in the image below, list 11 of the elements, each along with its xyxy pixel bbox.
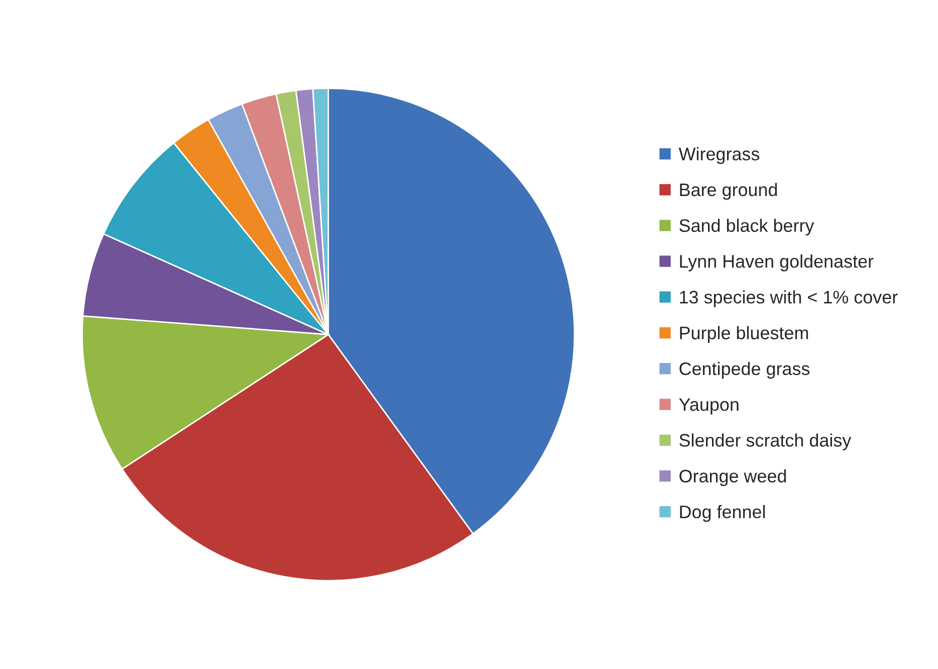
- legend-label: Bare ground: [680, 182, 777, 200]
- legend-label: Orange weed: [679, 469, 786, 486]
- legend-label: Yaupon: [679, 398, 738, 414]
- legend-label: Sand black berry: [679, 218, 814, 236]
- legend-label: Wiregrass: [678, 147, 760, 164]
- legend-label: Slender scratch daisy: [679, 433, 852, 450]
- legend-label: Dog fennel: [680, 505, 765, 522]
- legend-label: Purple bluestem: [680, 326, 808, 343]
- legend-label: 13 species with < 1% cover: [680, 290, 898, 308]
- legend-label: Lynn Haven goldenaster: [680, 254, 874, 272]
- legend-label: Centipede grass: [680, 362, 810, 379]
